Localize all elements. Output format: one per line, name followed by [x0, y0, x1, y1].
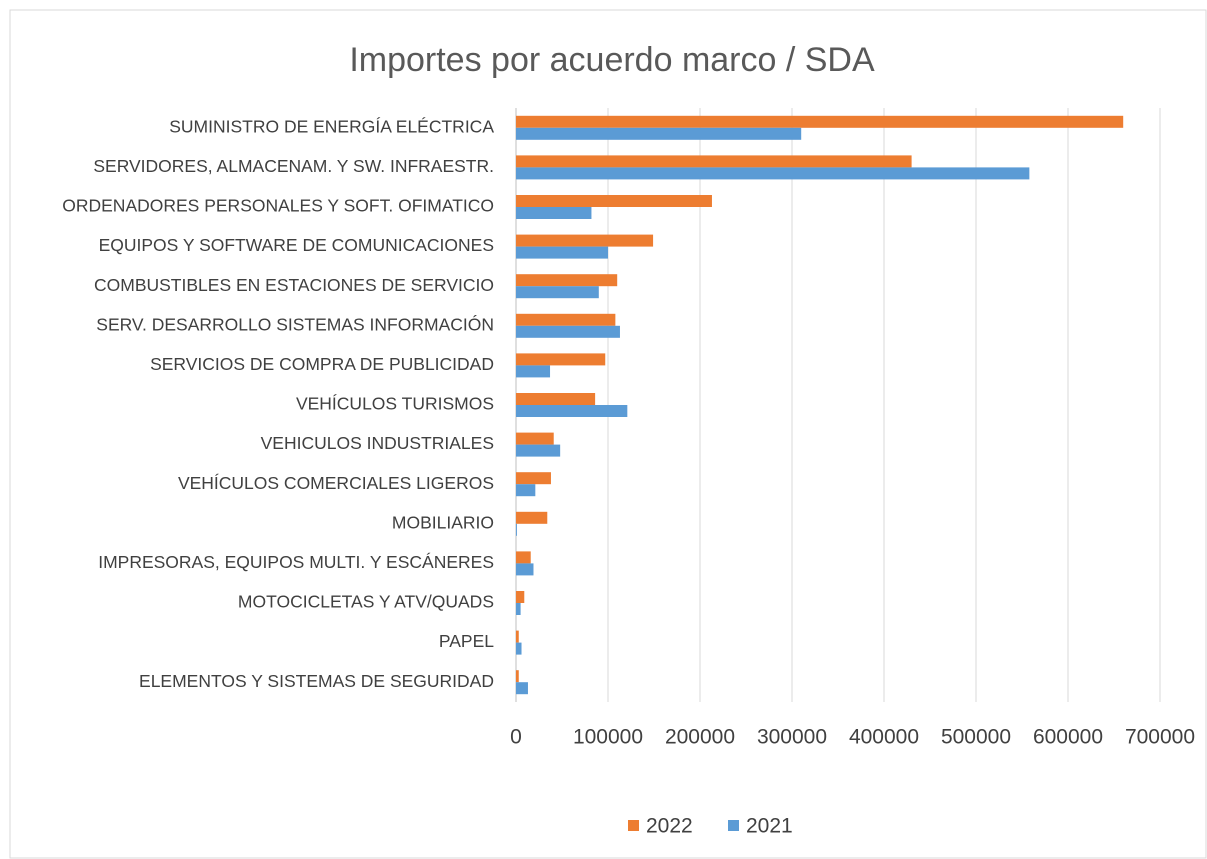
bar: [516, 484, 536, 497]
y-tick-label: SUMINISTRO DE ENERGÍA ELÉCTRICA: [169, 116, 494, 136]
bar: [516, 642, 522, 655]
bar: [516, 286, 599, 299]
bar: [516, 563, 534, 576]
x-tick-label: 700000: [1125, 726, 1195, 749]
y-tick-label: VEHÍCULOS TURISMOS: [296, 394, 494, 414]
bar: [516, 127, 802, 140]
y-tick-label: PAPEL: [439, 631, 494, 651]
bar: [516, 393, 596, 405]
bar: [516, 167, 1030, 180]
y-tick-label: SERVICIOS DE COMPRA DE PUBLICIDAD: [150, 354, 494, 374]
legend-label: 2021: [746, 815, 793, 838]
y-tick-label: IMPRESORAS, EQUIPOS MULTI. Y ESCÁNERES: [98, 552, 494, 572]
bar: [516, 405, 628, 417]
y-tick-label: ORDENADORES PERSONALES Y SOFT. OFIMATICO: [62, 196, 494, 216]
bar: [516, 207, 592, 219]
bar: [516, 195, 712, 207]
bar: [516, 682, 528, 695]
bar: [516, 115, 1124, 128]
y-tick-label: VEHÍCULOS COMERCIALES LIGEROS: [178, 473, 494, 493]
bar: [516, 591, 525, 603]
bar: [516, 523, 517, 536]
y-tick-label: MOBILIARIO: [392, 512, 494, 532]
x-tick-label: 200000: [665, 726, 735, 749]
legend-swatch: [728, 820, 739, 831]
bar: [516, 444, 561, 457]
bar: [516, 472, 551, 485]
y-tick-label: SERVIDORES, ALMACENAM. Y SW. INFRAESTR.: [93, 156, 494, 176]
x-tick-label: 400000: [849, 726, 919, 749]
bar: [516, 511, 548, 524]
bar: [516, 603, 521, 615]
bar: [516, 630, 519, 643]
bar: [516, 353, 606, 366]
bar: [516, 365, 551, 378]
y-tick-label: EQUIPOS Y SOFTWARE DE COMUNICACIONES: [99, 235, 494, 255]
y-tick-label: ELEMENTOS Y SISTEMAS DE SEGURIDAD: [139, 671, 494, 691]
x-tick-label: 300000: [757, 726, 827, 749]
y-tick-label: SERV. DESARROLLO SISTEMAS INFORMACIÓN: [96, 313, 494, 334]
legend-swatch: [628, 820, 639, 831]
bar: [516, 313, 616, 326]
chart-title: Importes por acuerdo marco / SDA: [349, 41, 875, 79]
bar: [516, 432, 554, 445]
bar: [516, 551, 531, 564]
y-tick-label: COMBUSTIBLES EN ESTACIONES DE SERVICIO: [94, 275, 494, 295]
bar: [516, 246, 608, 259]
bar: [516, 274, 618, 287]
x-tick-label: 100000: [573, 726, 643, 749]
bar: [516, 155, 912, 168]
x-tick-label: 600000: [1033, 726, 1103, 749]
bar: [516, 234, 654, 247]
bar: [516, 670, 519, 683]
y-tick-label: MOTOCICLETAS Y ATV/QUADS: [238, 592, 494, 612]
legend-label: 2022: [646, 815, 693, 838]
x-tick-label: 500000: [941, 726, 1011, 749]
y-tick-label: VEHICULOS INDUSTRIALES: [261, 433, 494, 453]
bar: [516, 325, 620, 338]
x-tick-label: 0: [510, 726, 522, 749]
